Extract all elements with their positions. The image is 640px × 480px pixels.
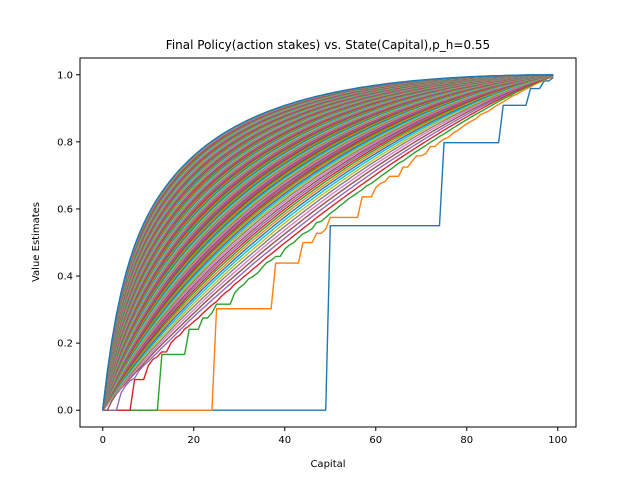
series-line-5	[102, 75, 554, 411]
series-line-4	[102, 75, 554, 411]
series-line-9	[102, 74, 554, 411]
series-line-12	[102, 74, 554, 411]
series-line-6	[102, 75, 554, 411]
y-tick-label: 1.0	[57, 70, 73, 81]
x-tick-label: 80	[460, 435, 473, 446]
series-line-11	[102, 74, 554, 411]
plot-frame	[79, 57, 577, 428]
series-line-15	[102, 74, 554, 411]
x-tick-label: 60	[369, 435, 382, 446]
series-line-2	[102, 75, 554, 411]
x-axis-ticks: 0 20 40 60 80 100	[100, 427, 567, 446]
series-line-3	[102, 75, 554, 411]
y-tick-label: 0.2	[57, 339, 73, 350]
chart-title: Final Policy(action stakes) vs. State(Ca…	[166, 38, 490, 52]
y-axis-label: Value Estimates	[31, 202, 42, 282]
y-tick-label: 0.4	[57, 272, 73, 283]
x-tick-label: 20	[187, 435, 200, 446]
y-tick-label: 0.6	[57, 204, 73, 215]
series-line-14	[102, 74, 554, 411]
series-line-13	[102, 74, 554, 411]
series-line-7	[102, 75, 554, 411]
series-line-10	[102, 74, 554, 411]
y-tick-label: 0.8	[57, 137, 73, 148]
x-tick-label: 100	[548, 435, 567, 446]
y-axis-ticks: 0.0 0.2 0.4 0.6 0.8 1.0	[57, 70, 80, 417]
series-line-8	[102, 74, 554, 411]
series-layer	[101, 74, 554, 411]
x-tick-label: 0	[100, 435, 106, 446]
x-axis-label: Capital	[310, 459, 345, 470]
series-line-130	[101, 74, 554, 411]
y-tick-label: 0.0	[57, 406, 73, 417]
x-tick-label: 40	[278, 435, 291, 446]
